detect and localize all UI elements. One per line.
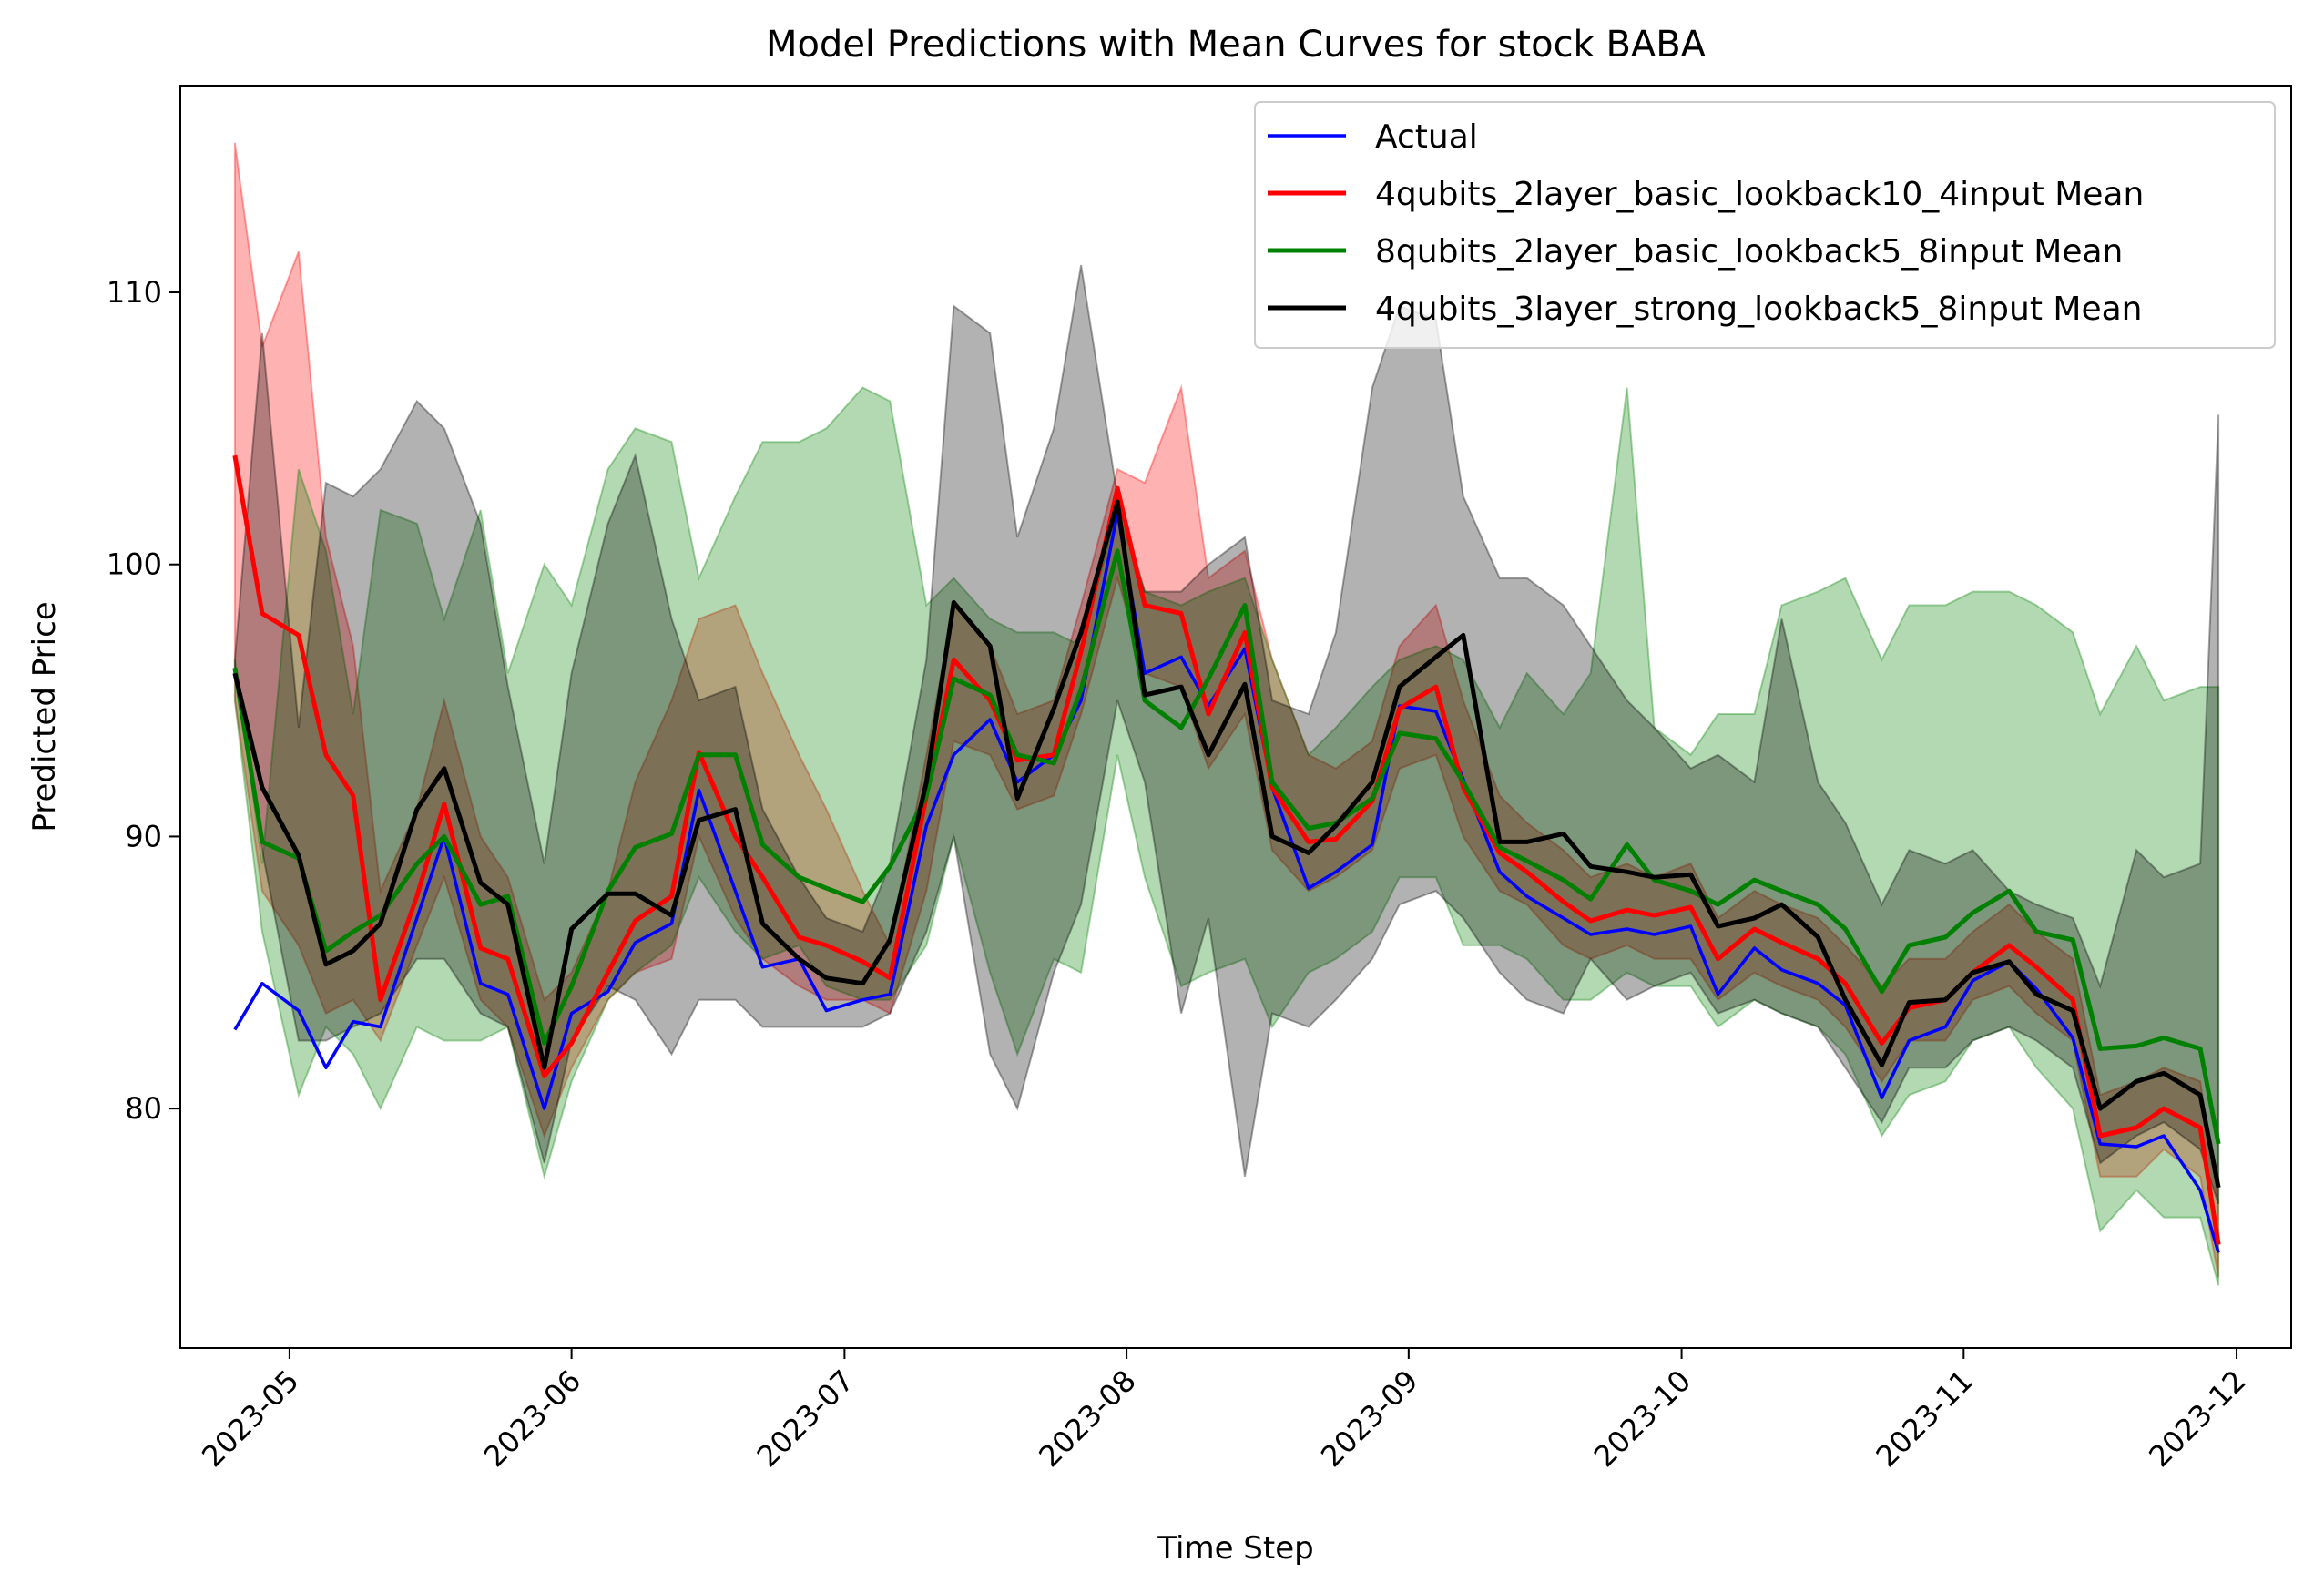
y-tick-label: 90	[125, 819, 162, 853]
plot-area	[179, 85, 2292, 1349]
x-axis-label: Time Step	[1157, 1530, 1313, 1567]
y-axis: 80 90 100 110	[107, 275, 180, 1126]
plot-frame	[179, 85, 2292, 1349]
y-tick-label: 110	[107, 275, 162, 310]
series-lines	[232, 454, 2221, 1253]
legend-label-4qubits-3layer-strong-lookback5-8input-mean: 4qubits_3layer_strong_lookback5_8input M…	[1375, 291, 2142, 328]
legend-label-8qubits-2layer-basic-lookback5-8input-mean: 8qubits_2layer_basic_lookback5_8input Me…	[1375, 233, 2123, 271]
y-tick-label: 100	[107, 547, 162, 582]
line-4qubits-2layer-basic-lookback10-4input-mean	[232, 454, 2221, 1245]
legend-label-4qubits-2layer-basic-lookback10-4input-mean: 4qubits_2layer_basic_lookback10_4input M…	[1375, 176, 2144, 213]
line-8qubits-2layer-basic-lookback5-8input-mean	[232, 548, 2221, 1145]
y-tick-label: 80	[125, 1091, 162, 1126]
band-8qubits-2layer-basic-lookback5-8input-mean	[233, 386, 2220, 1286]
confidence-bands	[233, 142, 2220, 1286]
legend-box	[1254, 101, 2276, 349]
legend: Actual 4qubits_2layer_basic_lookback10_4i…	[1254, 101, 2276, 349]
line-4qubits-3layer-strong-lookback5-8input-mean	[232, 499, 2221, 1189]
chart-title: Model Predictions with Mean Curves for s…	[766, 24, 1707, 66]
legend-label-actual: Actual	[1375, 118, 1478, 156]
y-axis-label: Predicted Price	[26, 601, 63, 832]
band-4qubits-3layer-strong-lookback5-8input-mean	[233, 264, 2220, 1205]
